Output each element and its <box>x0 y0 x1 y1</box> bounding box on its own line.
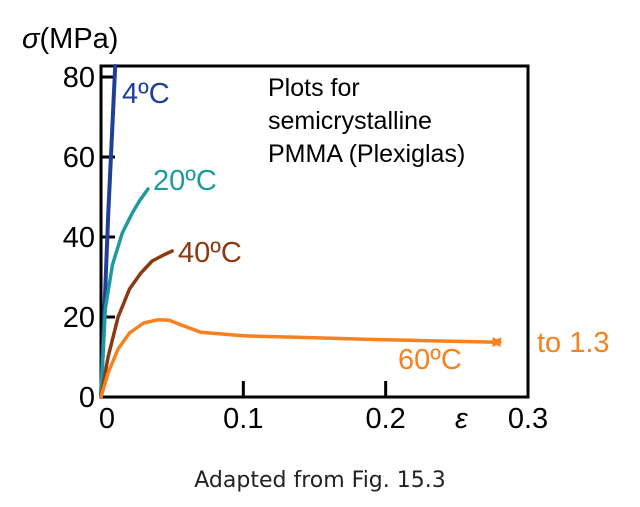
series-line-3 <box>99 249 174 399</box>
series-4-arrow <box>491 337 502 348</box>
y-tick-label: 0 <box>79 382 95 414</box>
annotation-line-2: semicrystalline <box>268 107 432 135</box>
x-tick-label: 0.2 <box>366 403 406 435</box>
series-line-2 <box>99 187 150 399</box>
series-label-60c: 60ºC <box>398 344 462 376</box>
series-label-20c: 20ºC <box>153 165 217 197</box>
y-tick-label: 80 <box>63 62 95 94</box>
y-axis-label: σ(MPa) <box>22 23 118 55</box>
y-tick-label: 60 <box>63 142 95 174</box>
x-axis-symbol: ε <box>455 403 469 435</box>
plot-frame <box>99 64 530 399</box>
figure-caption: Adapted from Fig. 15.3 <box>194 468 446 493</box>
x-tick-label: 0.3 <box>508 403 548 435</box>
annotation: Plots for semicrystalline PMMA (Plexigla… <box>268 74 465 168</box>
y-axis-symbol: σ <box>22 23 41 55</box>
series-label-40c: 40ºC <box>178 237 242 269</box>
x-tick-label: 0 <box>99 403 115 435</box>
series-label-4c: 4ºC <box>122 78 170 110</box>
y-tick-label: 20 <box>63 302 95 334</box>
y-axis-unit: (MPa) <box>40 23 119 55</box>
series-group <box>99 64 503 399</box>
annotation-line-3: PMMA (Plexiglas) <box>268 140 465 168</box>
tick-group: 0 20 40 60 80 0 0.1 0.2 0.3 <box>63 62 548 435</box>
annotation-line-1: Plots for <box>268 74 360 102</box>
y-tick-label: 40 <box>63 222 95 254</box>
x-tick-label: 0.1 <box>223 403 263 435</box>
series-line-4 <box>99 318 503 399</box>
overflow-label: to 1.3 <box>537 327 610 359</box>
